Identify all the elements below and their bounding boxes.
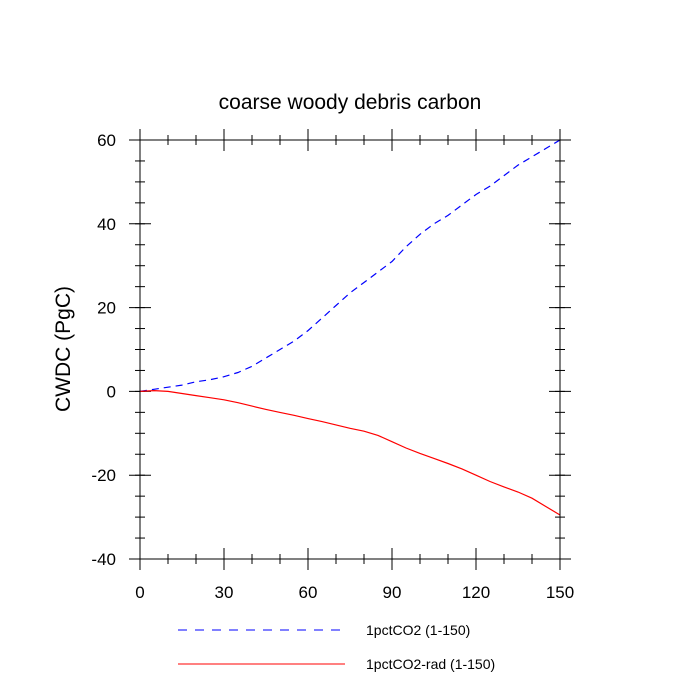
legend-label: 1pctCO2-rad (1-150) xyxy=(366,656,495,672)
y-tick-label: 0 xyxy=(107,382,116,401)
y-tick-label: 40 xyxy=(97,215,116,234)
plot-frame xyxy=(139,139,561,560)
series-line xyxy=(139,389,561,516)
y-tick-label: -40 xyxy=(91,550,116,569)
x-tick-label: 90 xyxy=(383,583,402,602)
x-tick-label: 60 xyxy=(299,583,318,602)
chart-title: coarse woody debris carbon xyxy=(219,91,482,114)
y-tick-label: 20 xyxy=(97,299,116,318)
series-lines xyxy=(139,139,561,516)
x-tick-label: 120 xyxy=(462,583,490,602)
series-line xyxy=(139,139,561,392)
y-tick-label: -20 xyxy=(91,466,116,485)
x-tick-label: 0 xyxy=(135,583,144,602)
x-tick-label: 150 xyxy=(546,583,574,602)
legend: 1pctCO2 (1-150) 1pctCO2-rad (1-150) xyxy=(178,622,495,672)
y-axis-label: CWDC (PgC) xyxy=(52,286,75,412)
y-tick-label: 60 xyxy=(97,131,116,150)
x-tick-label: 30 xyxy=(215,583,234,602)
tick-labels: 0 30 60 90 120 150 -40 -20 0 20 40 60 xyxy=(91,131,574,602)
axis-ticks xyxy=(129,129,571,570)
legend-label: 1pctCO2 (1-150) xyxy=(366,622,470,638)
